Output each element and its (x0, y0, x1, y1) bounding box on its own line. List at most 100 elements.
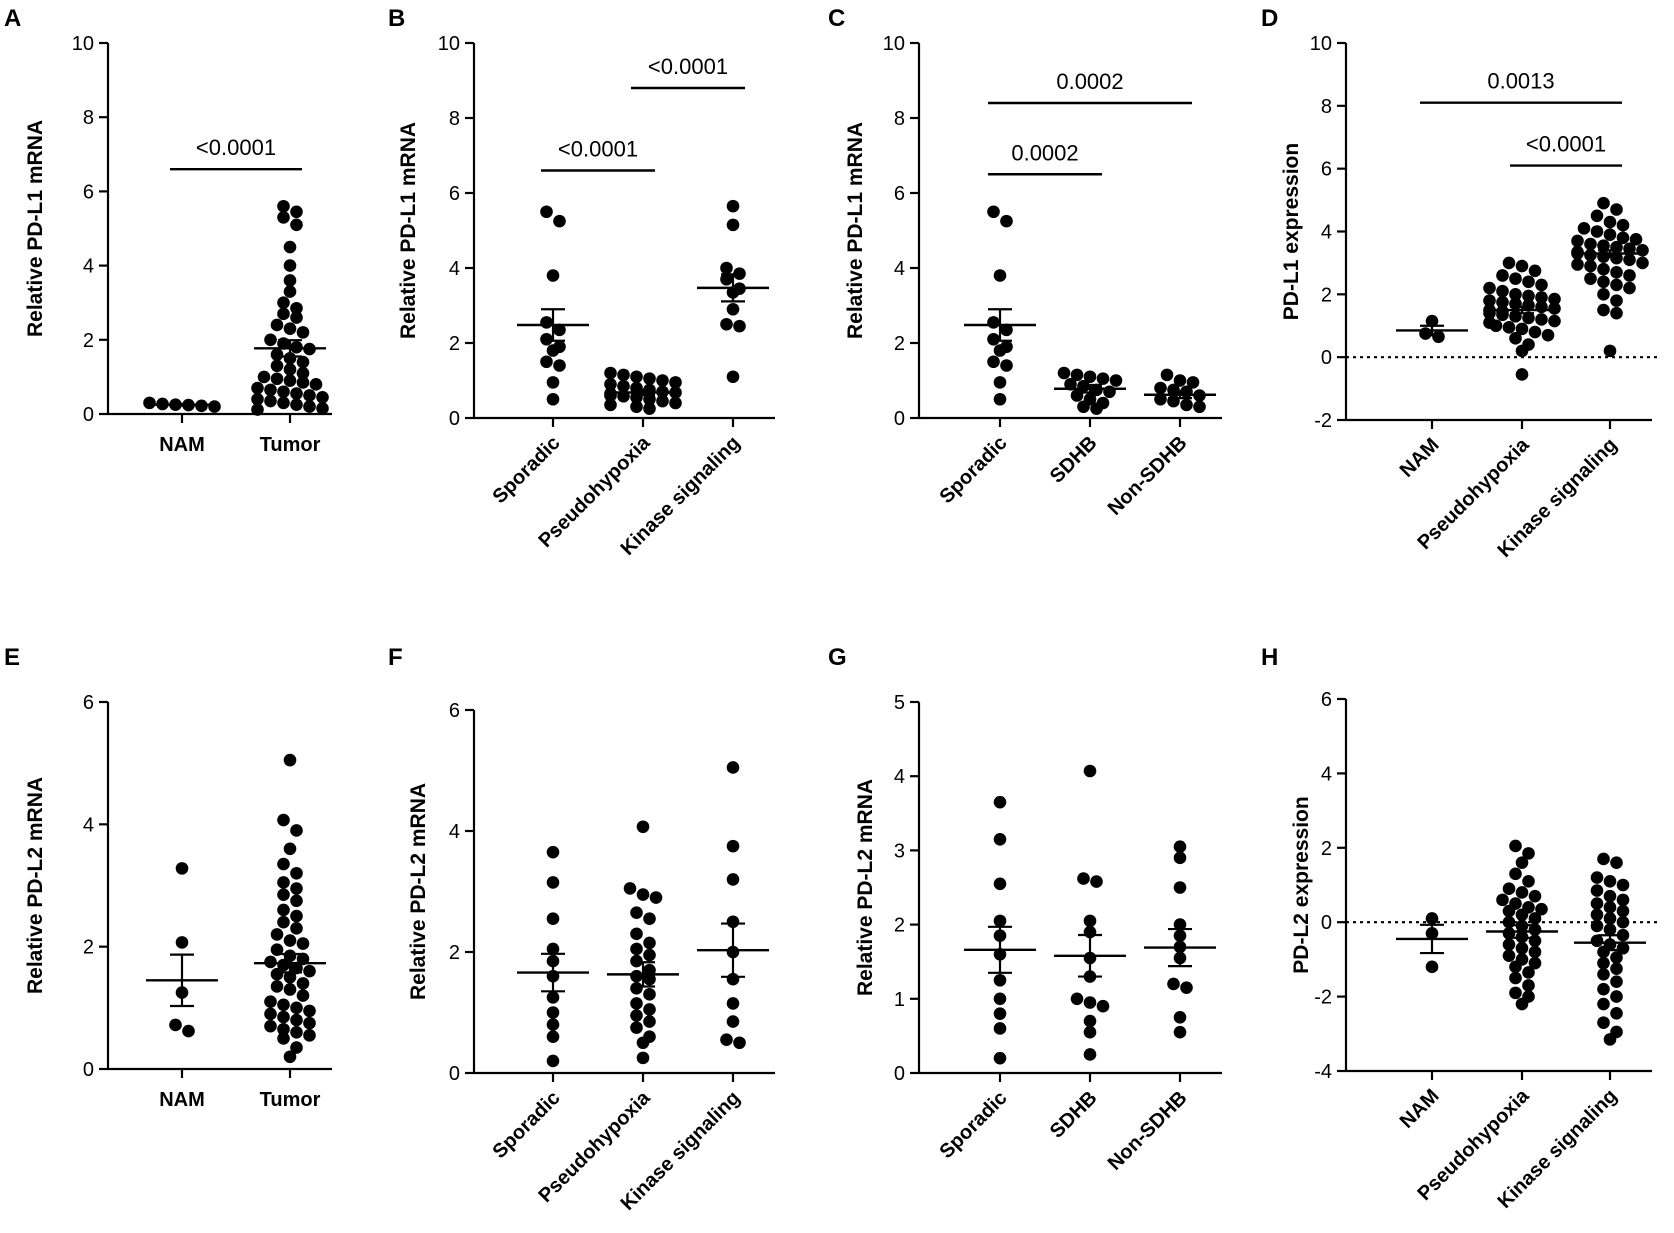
data-point (1154, 381, 1167, 395)
data-point (1535, 313, 1548, 326)
data-point (283, 753, 297, 767)
p-value-label: <0.0001 (1526, 132, 1606, 157)
data-point (669, 376, 682, 389)
y-tick-label: 8 (449, 108, 460, 130)
data-point (546, 991, 560, 1004)
data-point (1590, 897, 1604, 910)
p-value-label: <0.0001 (196, 135, 276, 160)
y-axis-label: PD-L1 expression (1280, 143, 1303, 320)
data-point (283, 259, 297, 272)
data-point (1502, 256, 1516, 270)
data-point (1610, 856, 1623, 869)
y-tick-label: 0 (83, 1059, 94, 1081)
data-point (1083, 1014, 1097, 1028)
data-point (726, 915, 740, 929)
data-point (993, 1051, 1007, 1065)
data-point (1483, 294, 1496, 307)
data-point (720, 1033, 733, 1047)
data-point (630, 954, 643, 968)
data-point (1535, 902, 1548, 916)
data-point (656, 374, 669, 387)
data-point (1522, 979, 1535, 992)
data-point (1160, 368, 1174, 382)
data-point (1610, 251, 1623, 265)
data-point (264, 1019, 277, 1033)
data-point (251, 403, 264, 416)
data-point (1597, 967, 1610, 981)
y-tick-label: 6 (1321, 159, 1332, 181)
data-point (1584, 248, 1597, 262)
data-point (1610, 266, 1623, 279)
data-point (283, 842, 297, 856)
data-point (290, 922, 303, 935)
data-point (1509, 272, 1522, 285)
x-category-label: Sporadic (935, 432, 1011, 508)
y-axis-label: Relative PD-L1 mRNA (24, 120, 47, 337)
data-point (1083, 996, 1097, 1009)
data-point (1103, 385, 1116, 399)
y-tick-label: 4 (1321, 222, 1332, 244)
x-category-label: NAM (159, 434, 205, 456)
data-point (270, 943, 284, 957)
data-point (264, 383, 277, 397)
data-point (726, 1015, 740, 1028)
data-point (290, 398, 303, 412)
data-point (1515, 259, 1529, 273)
data-point (1528, 945, 1542, 959)
data-point (726, 199, 740, 213)
data-point (283, 983, 297, 996)
data-point (303, 1004, 316, 1018)
data-point (604, 366, 617, 380)
data-point (553, 323, 566, 337)
y-tick-label: 2 (83, 937, 94, 959)
y-tick-label: 10 (1310, 33, 1332, 55)
data-point (643, 372, 656, 385)
data-point (726, 302, 740, 316)
data-point (1425, 960, 1439, 974)
data-point (1077, 400, 1090, 414)
y-axis-label: Relative PD-L2 mRNA (854, 779, 877, 996)
y-tick-label: 8 (1321, 96, 1332, 118)
data-point (283, 274, 297, 287)
y-tick-label: 6 (83, 181, 94, 203)
data-point (1186, 376, 1200, 389)
data-point (1597, 945, 1610, 959)
panel-letter-B: B (388, 5, 405, 32)
data-point (303, 400, 316, 413)
data-point (277, 396, 290, 410)
data-point (1571, 258, 1584, 271)
data-point (303, 1029, 316, 1042)
data-point (1502, 321, 1516, 334)
data-point (656, 394, 669, 408)
data-point (1509, 332, 1522, 345)
data-point (1623, 242, 1636, 256)
x-category-label: NAM (1396, 1085, 1444, 1133)
data-point (1502, 882, 1516, 896)
data-point (720, 272, 733, 286)
panel-letter-A: A (4, 5, 21, 32)
data-point (630, 927, 643, 941)
y-tick-label: -4 (1314, 1061, 1332, 1083)
data-point (1541, 328, 1555, 342)
data-point (623, 882, 637, 895)
data-point (283, 285, 297, 298)
y-tick-label: 6 (449, 700, 460, 722)
y-tick-label: 4 (1321, 763, 1332, 785)
y-tick-label: 0 (449, 408, 460, 430)
data-point (1590, 225, 1604, 238)
data-point (993, 914, 1007, 928)
data-point (257, 370, 271, 384)
data-point (1173, 1025, 1187, 1039)
data-point (316, 391, 329, 404)
data-point (1597, 262, 1610, 276)
data-point (1603, 912, 1617, 925)
data-point (726, 839, 740, 853)
data-point (270, 359, 284, 373)
data-point (1419, 327, 1432, 340)
x-category-label: Non-SDHB (1104, 1087, 1192, 1175)
data-point (1590, 908, 1604, 922)
data-point (546, 1054, 560, 1068)
